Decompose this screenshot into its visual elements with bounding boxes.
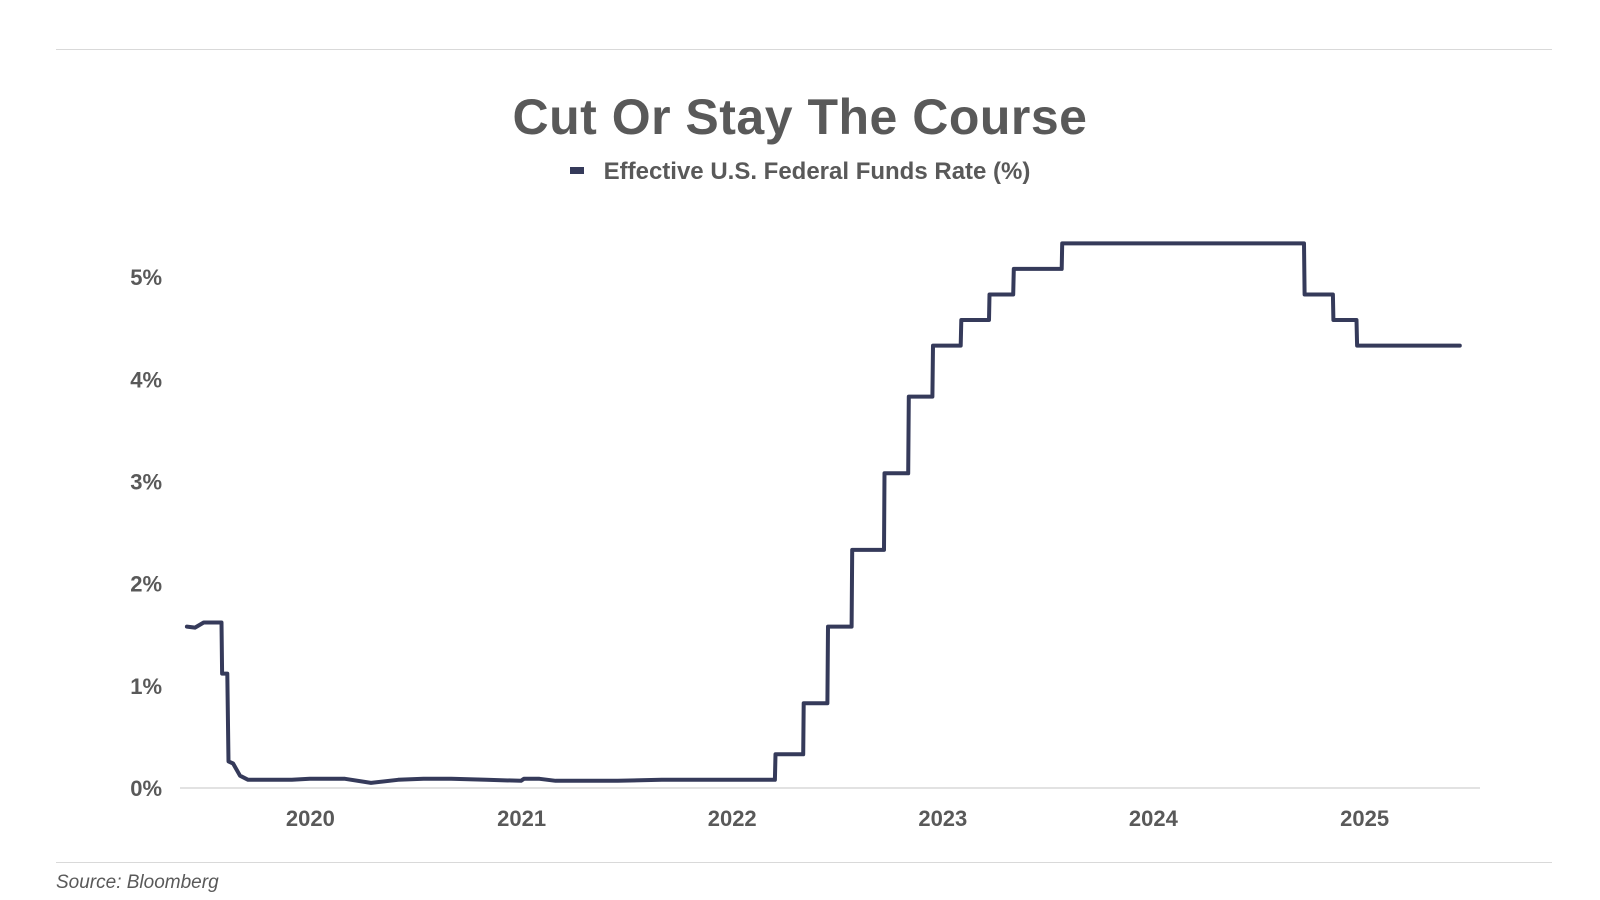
- legend: Effective U.S. Federal Funds Rate (%): [0, 158, 1600, 186]
- x-tick-label: 2020: [286, 806, 335, 831]
- y-tick-label: 1%: [130, 674, 162, 699]
- y-tick-label: 3%: [130, 469, 162, 494]
- x-tick-label: 2023: [918, 806, 967, 831]
- x-tick-label: 2025: [1340, 806, 1389, 831]
- x-tick-label: 2021: [497, 806, 546, 831]
- x-tick-label: 2022: [708, 806, 757, 831]
- series-line: [184, 241, 1462, 785]
- plot-area: [184, 241, 1462, 785]
- source-note: Source: Bloomberg: [56, 872, 219, 893]
- top-divider: [56, 49, 1552, 50]
- y-axis: 0% 1% 2% 3% 4% 5%: [130, 265, 162, 801]
- chart-title: Cut Or Stay The Course: [512, 89, 1088, 145]
- y-tick-label: 2%: [130, 572, 162, 597]
- y-tick-label: 4%: [130, 367, 162, 392]
- y-tick-label: 5%: [130, 265, 162, 290]
- y-tick-label: 0%: [130, 776, 162, 801]
- legend-label: Effective U.S. Federal Funds Rate (%): [603, 158, 1031, 185]
- x-axis: 2020 2021 2022 2023 2024 2025: [180, 787, 1480, 831]
- x-tick-label: 2024: [1129, 806, 1179, 831]
- bottom-divider: [56, 862, 1552, 863]
- legend-swatch: [569, 167, 584, 175]
